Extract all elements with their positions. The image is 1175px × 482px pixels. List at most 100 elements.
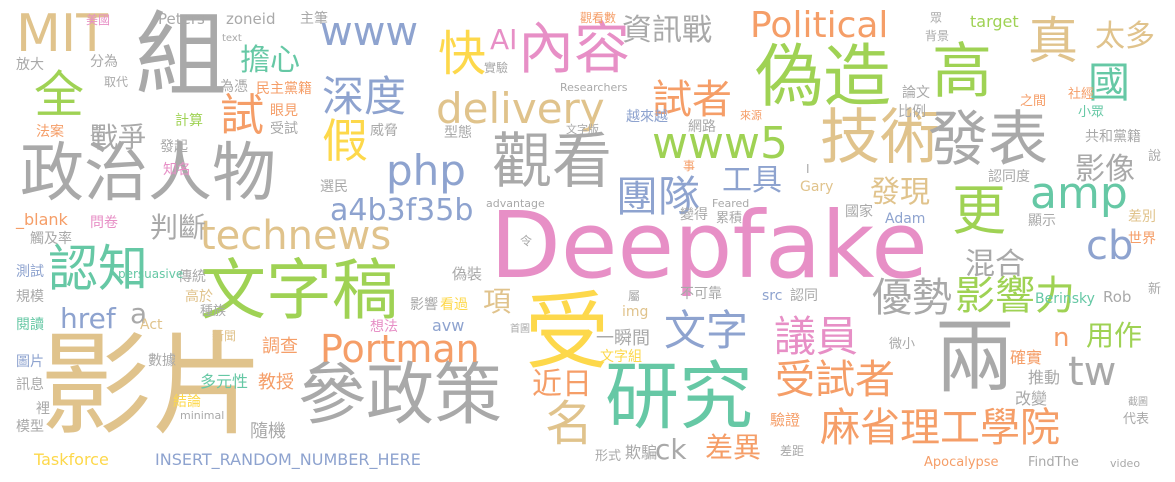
word-portman: Portman (320, 327, 480, 371)
word-shizhe: 試者 (652, 77, 732, 123)
word-delivery: delivery (436, 84, 605, 133)
word-shejing: 社經 (1068, 87, 1095, 102)
word-lunwen: 論文 (902, 85, 930, 101)
word-daibiao: 代表 (1123, 412, 1150, 427)
word-yuedu: 閱讀 (16, 317, 44, 333)
word-wenjuan: 問卷 (90, 215, 118, 231)
word-youshi: 優勢 (872, 275, 952, 321)
word-yingxiangli: 影響力 (955, 273, 1075, 319)
word-yuelaiyue: 越來越 (626, 109, 668, 125)
word-yanjian: 眼見 (270, 103, 298, 119)
word-amp: amp (1030, 168, 1128, 219)
word-renzhi: 認知 (48, 240, 148, 298)
word-text: text (222, 33, 242, 44)
word-quan: 全 (34, 66, 84, 124)
word-rentong: 認同 (790, 288, 818, 304)
word-fabiao: 發表 (928, 105, 1048, 175)
word-li: 裡 (36, 401, 50, 417)
word-jian: 見 (90, 124, 103, 138)
word-suiji: 隨機 (250, 421, 286, 442)
word-wenziban: 文字版 (566, 123, 599, 136)
word-biande: 變得 (680, 207, 708, 223)
word-yingxiang-small: 影響 (410, 297, 438, 313)
word-moxing: 模型 (16, 419, 44, 435)
word-qipian: 欺騙 (625, 443, 658, 462)
word-weiping: 為憑 (220, 79, 248, 95)
word-xin: 新 (1148, 282, 1162, 297)
word-faqi: 發起 (160, 139, 188, 155)
word-berinsky: Berinsky (1035, 291, 1095, 307)
word-video: video (1110, 457, 1141, 470)
word-bili: 比例 (898, 104, 926, 120)
word-xuanmin: 選民 (320, 179, 348, 195)
word-feared: Feared (712, 197, 750, 210)
word-zhijian: 之間 (1020, 94, 1047, 109)
word-danxin: 擔心 (240, 43, 300, 78)
word-avw: avw (432, 316, 465, 335)
word-chujilv: 觸及率 (30, 231, 72, 247)
word-queshi: 確實 (1010, 348, 1043, 367)
word-shou: 受 (525, 283, 610, 381)
word-blank: _blank (16, 210, 68, 229)
word-mit: MIT (16, 4, 108, 64)
word-guojia: 國家 (845, 204, 873, 220)
word-chuantong: 傳統 (178, 269, 206, 285)
word-shi: 試 (220, 90, 264, 141)
word-kuai: 快 (438, 26, 487, 82)
word-ceshi: 測試 (16, 264, 44, 280)
word-ck: ck (655, 433, 687, 466)
word-chaju: 差距 (780, 444, 805, 458)
word-wenzizu: 文字組 (600, 349, 642, 365)
word-rentongdu: 認同度 (988, 169, 1030, 185)
word-canzhengce: 參政策 (298, 356, 503, 435)
word-guankanshu: 觀看數 (580, 11, 617, 25)
word-xiang: 項 (483, 285, 512, 318)
word-tupian: 圖片 (16, 354, 44, 370)
word-guankan: 觀看 (492, 127, 612, 197)
word-xingtai: 型態 (444, 125, 472, 141)
word-xunxi: 訊息 (16, 377, 44, 393)
word-rob: Rob (1103, 288, 1132, 306)
word-shijie: 世界 (1128, 231, 1156, 247)
word-i: I (806, 162, 810, 176)
word-target: target (970, 12, 1019, 31)
word-zhiming: 知名 (163, 162, 191, 178)
word-jielun: 結論 (173, 394, 201, 410)
word-xinwen: 新聞 (212, 329, 237, 343)
word-yongzuo: 用作 (1086, 319, 1143, 352)
word-zoneid: zoneid (226, 10, 276, 28)
word-taskforce: Taskforce (34, 450, 109, 469)
word-apocalypse: Apocalypse (924, 455, 999, 470)
word-mashengligongxueyuan: 麻省理工學院 (820, 405, 1060, 451)
word-yanzheng: 驗證 (770, 411, 801, 429)
word-duoyuanxing: 多元性 (200, 372, 249, 391)
word-qudai: 取代 (104, 75, 129, 89)
word-n: n (1053, 323, 1070, 353)
word-weizhuang: 偽裝 (452, 265, 483, 283)
word-jiaoshou: 教授 (258, 372, 294, 393)
word-shuju: 數據 (148, 353, 176, 369)
word-advantage: advantage (486, 197, 545, 210)
word-zhongzu: 種族 (200, 304, 227, 319)
word-yanjiu: 研究 (605, 354, 753, 440)
word-liang: 兩 (935, 311, 1015, 404)
word-gary: Gary (800, 179, 834, 195)
word-guo: 國 (1088, 58, 1131, 107)
word-jia: 假 (322, 114, 368, 168)
word-tw: tw (1068, 349, 1117, 395)
word-minzhudangji: 民主黨籍 (256, 81, 312, 97)
word-wenzi: 文字 (664, 306, 749, 355)
word-persuasive: persuasive (118, 267, 184, 281)
word-hunhe: 混合 (965, 247, 1025, 282)
word-jinri: 近日 (532, 367, 592, 402)
word-yingxiang: 影像 (1075, 152, 1135, 187)
word-act: Act (140, 317, 163, 333)
word-meiguo: 美國 (86, 13, 111, 27)
word-shendu: 深度 (322, 72, 407, 121)
word-shoushizhe: 受試者 (775, 357, 895, 403)
word-wanglu: 網路 (688, 119, 716, 135)
word-a: a (130, 297, 148, 330)
word-gaoyu: 高於 (185, 289, 213, 305)
word-researchers: Researchers (560, 81, 628, 94)
word-zu: 組 (135, 2, 228, 109)
